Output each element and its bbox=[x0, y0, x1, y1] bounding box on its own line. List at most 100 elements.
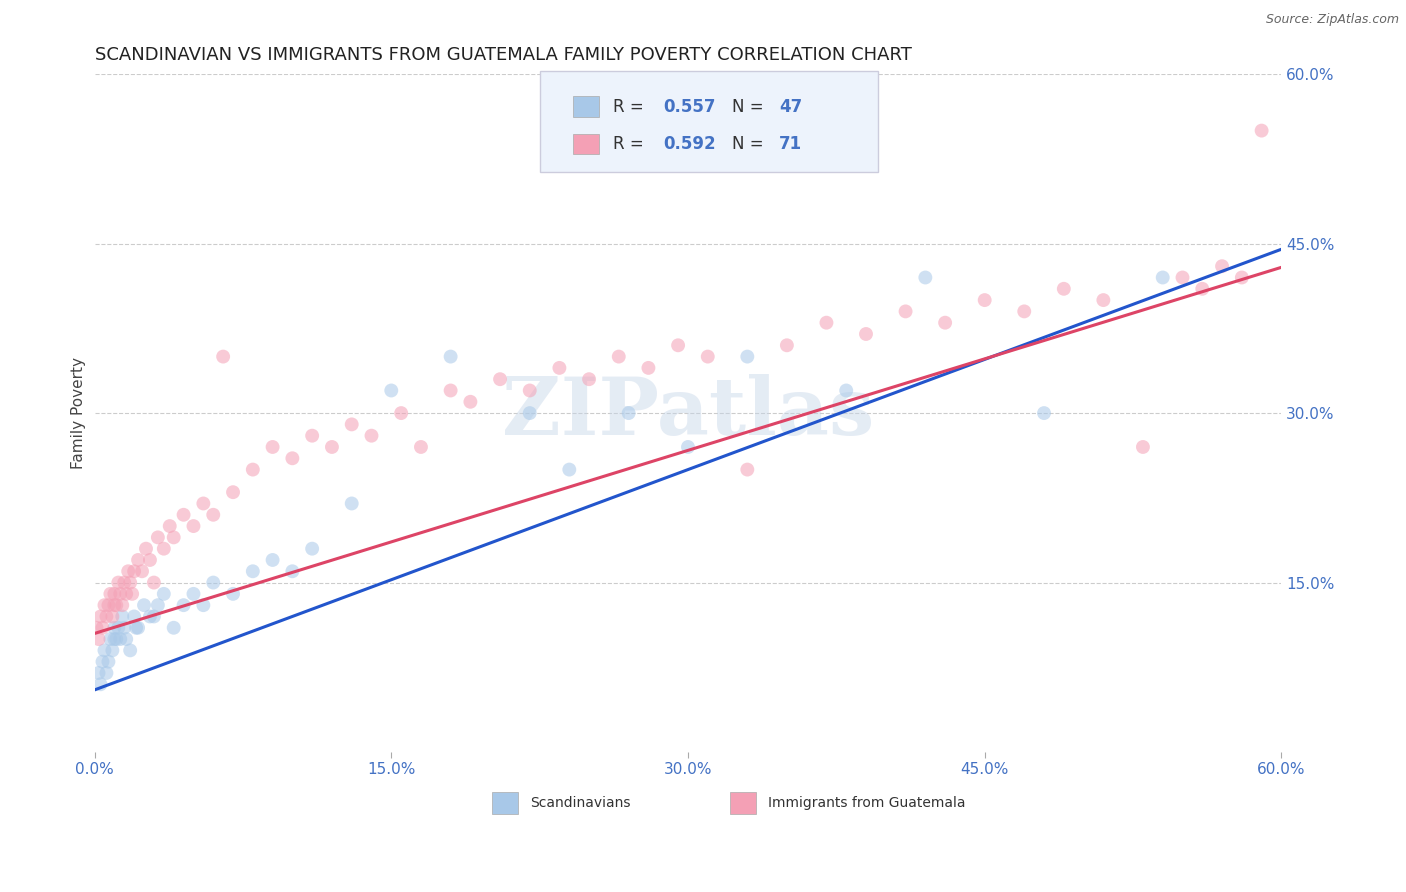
Point bbox=[97, 598, 120, 612]
Point bbox=[578, 372, 600, 386]
Text: R =: R = bbox=[613, 97, 650, 116]
Point bbox=[193, 496, 215, 510]
Point bbox=[111, 598, 134, 612]
Text: Immigrants from Guatemala: Immigrants from Guatemala bbox=[768, 796, 965, 810]
Point bbox=[146, 530, 169, 544]
Point bbox=[389, 406, 412, 420]
Point bbox=[281, 451, 304, 466]
Point bbox=[153, 587, 176, 601]
Point bbox=[1211, 259, 1233, 273]
Point bbox=[115, 632, 138, 646]
Point bbox=[132, 598, 155, 612]
Point bbox=[87, 665, 110, 680]
Point bbox=[973, 293, 995, 307]
Point bbox=[173, 508, 195, 522]
Text: 0.592: 0.592 bbox=[664, 135, 716, 153]
Point bbox=[696, 350, 718, 364]
Point bbox=[737, 350, 759, 364]
Point bbox=[637, 360, 659, 375]
Point bbox=[409, 440, 432, 454]
FancyBboxPatch shape bbox=[540, 70, 877, 172]
Point bbox=[89, 609, 111, 624]
Text: N =: N = bbox=[733, 97, 769, 116]
Point bbox=[1191, 282, 1213, 296]
Point bbox=[519, 384, 541, 398]
Point bbox=[222, 587, 245, 601]
Point bbox=[262, 553, 284, 567]
Point bbox=[101, 609, 124, 624]
Point bbox=[105, 598, 128, 612]
Point bbox=[193, 598, 215, 612]
Point bbox=[439, 384, 461, 398]
Point bbox=[110, 632, 132, 646]
Point bbox=[91, 655, 114, 669]
Point bbox=[146, 598, 169, 612]
Point bbox=[301, 428, 323, 442]
Point bbox=[96, 609, 118, 624]
Point bbox=[202, 508, 225, 522]
Point bbox=[142, 575, 165, 590]
Point bbox=[93, 598, 115, 612]
Point bbox=[815, 316, 838, 330]
Point bbox=[89, 677, 111, 691]
Point bbox=[380, 384, 402, 398]
Point bbox=[122, 564, 145, 578]
Text: Source: ZipAtlas.com: Source: ZipAtlas.com bbox=[1265, 13, 1399, 27]
Point bbox=[934, 316, 956, 330]
Point bbox=[103, 587, 125, 601]
Bar bbox=[730, 792, 755, 814]
Point bbox=[281, 564, 304, 578]
Point bbox=[212, 350, 235, 364]
Point bbox=[607, 350, 630, 364]
Point bbox=[91, 621, 114, 635]
Point bbox=[131, 564, 153, 578]
Point bbox=[105, 632, 128, 646]
Point bbox=[120, 643, 142, 657]
Point bbox=[855, 326, 877, 341]
Point bbox=[110, 587, 132, 601]
Point bbox=[617, 406, 640, 420]
Bar bbox=[572, 96, 599, 117]
Point bbox=[1152, 270, 1174, 285]
Point bbox=[202, 575, 225, 590]
Point bbox=[439, 350, 461, 364]
Point bbox=[835, 384, 858, 398]
Point bbox=[121, 587, 143, 601]
Point bbox=[242, 462, 264, 476]
Point bbox=[1250, 123, 1272, 137]
Text: 47: 47 bbox=[779, 97, 803, 116]
Y-axis label: Family Poverty: Family Poverty bbox=[72, 357, 86, 469]
Point bbox=[103, 621, 125, 635]
Point bbox=[115, 587, 138, 601]
Point bbox=[122, 609, 145, 624]
Point bbox=[107, 575, 129, 590]
Point bbox=[117, 564, 139, 578]
Point bbox=[112, 575, 135, 590]
Point bbox=[340, 496, 363, 510]
Text: 0.557: 0.557 bbox=[664, 97, 716, 116]
Point bbox=[103, 632, 125, 646]
Point bbox=[97, 655, 120, 669]
Point bbox=[1171, 270, 1194, 285]
Point bbox=[894, 304, 917, 318]
Point bbox=[173, 598, 195, 612]
Point bbox=[86, 621, 108, 635]
Point bbox=[103, 598, 125, 612]
Point bbox=[776, 338, 799, 352]
Point bbox=[139, 553, 162, 567]
Point bbox=[340, 417, 363, 432]
Point bbox=[153, 541, 176, 556]
Point bbox=[489, 372, 512, 386]
Bar bbox=[572, 134, 599, 154]
Point bbox=[666, 338, 689, 352]
Point bbox=[1033, 406, 1056, 420]
Point bbox=[360, 428, 382, 442]
Point bbox=[101, 643, 124, 657]
Point bbox=[914, 270, 936, 285]
Point bbox=[163, 530, 186, 544]
Text: ZIPatlas: ZIPatlas bbox=[502, 374, 875, 452]
Point bbox=[112, 621, 135, 635]
Point bbox=[1053, 282, 1076, 296]
Point bbox=[139, 609, 162, 624]
Point bbox=[100, 632, 122, 646]
